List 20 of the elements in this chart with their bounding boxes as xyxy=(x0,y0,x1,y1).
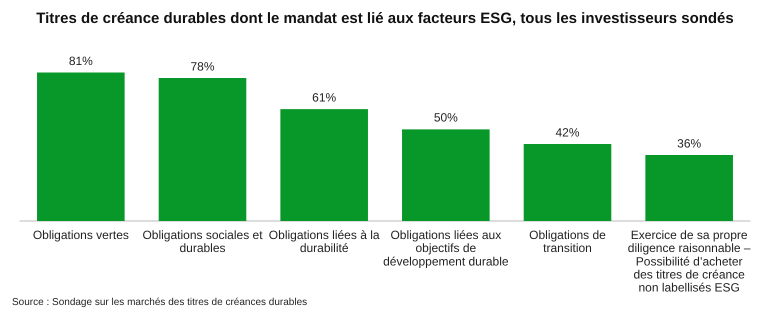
bar xyxy=(37,72,125,221)
bar xyxy=(645,155,733,221)
data-label: 50% xyxy=(434,110,458,125)
data-label: 81% xyxy=(68,54,94,68)
data-label: 61% xyxy=(312,90,336,104)
bar xyxy=(158,78,246,221)
bar xyxy=(524,144,612,221)
x-tick-label: Obligations liées aux objectifs de développement durable xyxy=(383,228,509,268)
source-note: Source : Sondage sur les marchés des titres de créances durables xyxy=(12,296,308,308)
x-tick-label: Exercice de sa propre diligence raisonnable – Possibilité d’acheter des titres de créance non labellisés ESG xyxy=(628,228,751,295)
data-label: 78% xyxy=(190,59,215,74)
x-tick-label: Obligations liées à la durabilité xyxy=(268,228,380,256)
data-label: 42% xyxy=(555,125,580,140)
data-label: 36% xyxy=(677,136,702,150)
x-tick-label: Obligations de transition xyxy=(529,228,606,256)
bar xyxy=(280,109,368,221)
x-tick-label: Obligations vertes xyxy=(32,228,129,242)
x-tick-label: Obligations sociales et durables xyxy=(142,228,264,256)
chart-title: Titres de créance durables dont le mandat est lié aux facteurs ESG, tous les investisseurs sondés xyxy=(36,10,734,28)
bar xyxy=(402,129,490,221)
